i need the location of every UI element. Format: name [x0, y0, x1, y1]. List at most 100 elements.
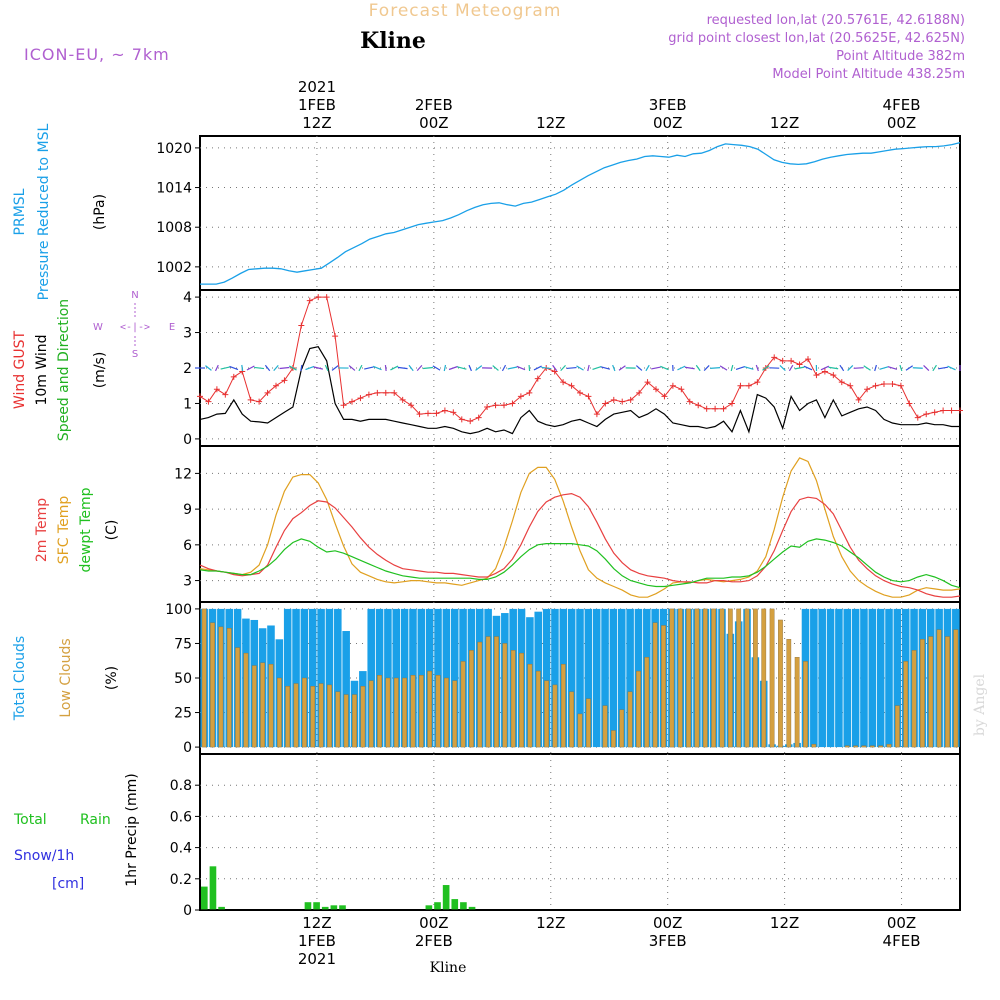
bar-low-clouds [711, 608, 717, 748]
gust-point [264, 389, 271, 396]
wind-direction-arrow [703, 364, 710, 372]
wind-direction-arrow [507, 366, 518, 370]
wind-direction-arrow [468, 364, 472, 372]
snow-unit-label: [cm] [52, 876, 84, 892]
bottom-tick-label: 00Z [887, 914, 916, 932]
bar-low-clouds [310, 686, 316, 748]
wind-direction-arrow [788, 364, 794, 372]
wind-dir-label: Speed and Direction [56, 299, 72, 441]
wind-direction-arrow [397, 366, 408, 370]
wind-direction-arrow [932, 364, 937, 372]
bar-total-clouds [292, 608, 300, 748]
wind-direction-arrow [828, 366, 839, 370]
wind-direction-arrow [288, 365, 297, 371]
wind-unit: (m/s) [92, 352, 108, 389]
bar-total-clouds [367, 608, 375, 748]
bar-low-clouds [686, 608, 691, 748]
top-tick-label: 12Z [536, 114, 565, 132]
wind-direction-arrow [516, 365, 526, 371]
wind-direction-arrow [755, 364, 759, 372]
wind-direction-arrow [423, 366, 433, 370]
bar-low-clouds [510, 650, 516, 748]
bar-total-clouds [876, 608, 885, 748]
bar-low-clouds [302, 677, 307, 748]
bottom-tick-label: 12Z [302, 914, 331, 932]
gust-point [771, 354, 778, 361]
wind-direction-arrow [305, 365, 315, 371]
wind-direction-arrow [241, 364, 244, 372]
panel-frame [199, 445, 961, 603]
y-tick-label: 9 [183, 502, 192, 518]
gust-point [560, 379, 567, 386]
wind-direction-arrow [794, 366, 805, 370]
bar-low-clouds [844, 745, 850, 748]
gust-point [416, 411, 423, 418]
gust-point [197, 393, 203, 400]
gust-point [796, 361, 803, 368]
gust-point [365, 391, 372, 398]
wind-direction-arrow [348, 365, 356, 371]
y-tick-label: 1002 [156, 260, 192, 276]
bar-low-clouds [803, 661, 808, 748]
wind-direction-arrow [820, 365, 830, 371]
bar-low-clouds [402, 677, 407, 748]
gust-point [534, 375, 541, 382]
bottom-tick-label: 00Z [419, 914, 448, 932]
bar-total-clouds [893, 608, 902, 748]
bar-low-clouds [435, 675, 441, 748]
wind-direction-arrow [879, 366, 889, 370]
y-tick-label: 4 [183, 290, 192, 306]
prmsl-label: PRMSL [12, 188, 28, 235]
gust-point [914, 414, 921, 421]
bar-total-clouds [450, 608, 459, 748]
bar-low-clouds [936, 629, 942, 748]
gust-point [298, 322, 305, 329]
gust-point [315, 294, 322, 301]
gust-point [306, 297, 313, 304]
bar-low-clouds [744, 608, 750, 748]
temp-sfc-label: SFC Temp [56, 496, 72, 565]
wind-10m-label: 10m Wind [34, 334, 50, 405]
bar-low-clouds [377, 675, 382, 748]
gust-point [644, 379, 651, 386]
gust-point [585, 393, 592, 400]
bar-rain [330, 905, 338, 910]
bar-rain [201, 886, 208, 910]
wind-direction-arrow [651, 366, 661, 370]
temp-dew-label: dewpt Temp [78, 487, 94, 572]
bottom-tick-label: 4FEB [883, 932, 921, 950]
top-tick-label: 1FEB [298, 96, 336, 114]
wind-direction-arrow [779, 365, 786, 371]
bar-low-clouds [619, 709, 625, 748]
y-tick-label: 0.2 [170, 872, 192, 888]
series-line-10m-wind [199, 346, 960, 435]
bar-low-clouds [210, 622, 215, 748]
gust-point [391, 389, 398, 396]
bottom-tick-label: 00Z [653, 914, 682, 932]
pressure-panel: 1002 1008 1014 1020 [156, 135, 961, 291]
pressure-unit: (hPa) [92, 194, 108, 230]
wind-direction-arrow [719, 365, 728, 371]
wind-direction-arrow [730, 364, 734, 372]
compass-e: E [169, 322, 175, 333]
gust-point [720, 405, 727, 412]
y-tick-label: 0.4 [170, 841, 192, 857]
wind-gust-label: Wind GUST [12, 330, 28, 409]
y-tick-label: 0 [183, 903, 192, 919]
gust-point [636, 389, 643, 396]
gust-point [323, 294, 330, 301]
wind-direction-arrow [695, 364, 701, 372]
gust-point [568, 382, 575, 389]
top-tick-label: 12Z [770, 114, 799, 132]
bar-low-clouds [218, 626, 224, 748]
bar-total-clouds [818, 608, 826, 748]
wind-direction-arrow [408, 364, 414, 372]
bar-rain [434, 902, 441, 910]
bar-total-clouds [308, 608, 317, 748]
gust-point [450, 409, 457, 416]
wind-direction-arrow [847, 365, 854, 371]
wind-direction-arrow [205, 365, 212, 371]
rain-label: Rain [80, 812, 111, 828]
